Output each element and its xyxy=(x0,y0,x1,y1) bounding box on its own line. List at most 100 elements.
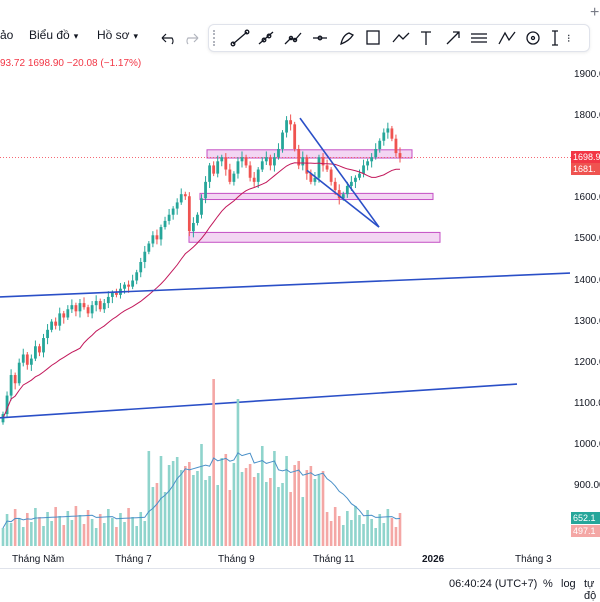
volume-bar xyxy=(167,465,171,546)
volume-bar xyxy=(256,473,260,546)
candle-body xyxy=(17,362,21,384)
volume-bar xyxy=(111,518,114,546)
info-line-icon[interactable] xyxy=(284,32,302,45)
undo-icon[interactable] xyxy=(161,33,174,45)
candle-body xyxy=(204,181,207,199)
candle-body xyxy=(358,173,361,178)
volume-bar xyxy=(224,454,228,546)
candle-body xyxy=(244,157,248,166)
trend-line-icon[interactable] xyxy=(230,29,250,47)
rectangle-icon[interactable] xyxy=(366,30,380,45)
more-tools-icon[interactable]: ⁝ xyxy=(567,33,571,45)
volume-tag-1: 652.1 xyxy=(571,512,600,524)
volume-bar xyxy=(220,458,224,546)
pattern-icon[interactable] xyxy=(498,31,516,45)
x-tick-label: Tháng Năm xyxy=(12,554,65,565)
candle-body xyxy=(248,165,252,178)
volume-bar xyxy=(277,487,280,546)
volume-bar xyxy=(46,512,49,546)
candle-body xyxy=(54,321,58,326)
volume-bar xyxy=(42,526,45,546)
y-tick-label: 1600.00 xyxy=(574,192,600,204)
candle-body xyxy=(179,194,183,203)
volume-bar xyxy=(119,513,122,546)
arrow-icon[interactable] xyxy=(446,31,460,45)
y-tick-label: 1500.00 xyxy=(574,233,600,245)
ohlc-change: −20.08 (−1.17%) xyxy=(66,58,142,69)
candle-body xyxy=(147,243,151,252)
drag-handle-icon[interactable] xyxy=(213,30,219,46)
text-icon[interactable] xyxy=(421,31,431,45)
candle-body xyxy=(38,346,41,353)
volume-bar xyxy=(232,463,236,546)
ohlc-close: 1698.90 xyxy=(27,58,64,69)
candle-body xyxy=(29,358,33,365)
volume-bar xyxy=(74,506,78,546)
candle-body xyxy=(313,177,317,182)
candle-body xyxy=(297,148,301,166)
volume-ma-line xyxy=(2,452,401,529)
last-price-tag: 1698.9 xyxy=(571,151,600,163)
candle-body xyxy=(25,354,29,365)
circle-icon[interactable] xyxy=(526,31,540,45)
candle-body xyxy=(293,124,297,149)
log-toggle[interactable]: log xyxy=(561,578,576,590)
horizontal-line-icon[interactable] xyxy=(313,35,327,41)
volume-bar xyxy=(143,521,147,546)
ray-icon[interactable] xyxy=(258,31,274,45)
redo-icon[interactable] xyxy=(186,33,199,45)
volume-bar xyxy=(354,506,357,546)
volume-bar xyxy=(252,477,256,546)
x-tick-label: Tháng 7 xyxy=(115,554,152,565)
candle-body xyxy=(187,196,191,232)
candle-body xyxy=(208,165,212,182)
volume-bar xyxy=(17,518,21,546)
candle-body xyxy=(256,169,260,182)
volume-bar xyxy=(216,485,220,546)
candle-body xyxy=(345,185,349,195)
candle-body xyxy=(386,128,390,133)
volume-bar xyxy=(236,399,240,546)
candle-body xyxy=(155,235,159,240)
candle-body xyxy=(341,194,345,199)
volume-bar xyxy=(13,509,17,546)
parallel-channel-icon[interactable] xyxy=(471,33,487,43)
volume-bar xyxy=(394,527,398,546)
volume-bar xyxy=(390,518,394,546)
support-zone xyxy=(206,149,413,159)
candle-body xyxy=(175,202,179,209)
volume-bar xyxy=(297,461,301,546)
y-tick-label: 1100.00 xyxy=(574,397,600,409)
volume-bar xyxy=(82,524,86,546)
x-tick-label: 2026 xyxy=(422,554,445,565)
path-icon[interactable] xyxy=(392,32,410,43)
volume-bar xyxy=(240,472,244,546)
measure-icon[interactable] xyxy=(552,30,558,46)
volume-bar xyxy=(192,475,195,546)
volume-bar xyxy=(151,487,155,546)
partial-menu-label[interactable]: ảo xyxy=(0,28,14,42)
candle-body xyxy=(50,321,54,330)
candle-body xyxy=(374,148,378,158)
candle-body xyxy=(317,157,321,178)
add-plus-icon[interactable]: + xyxy=(590,4,600,21)
brush-icon[interactable] xyxy=(340,32,354,46)
candle-body xyxy=(354,177,357,182)
candle-body xyxy=(236,161,240,174)
candle-body xyxy=(183,194,187,197)
profile-menu[interactable]: Hồ sơ ▾ xyxy=(97,28,138,42)
volume-bar xyxy=(362,524,365,546)
percent-toggle[interactable]: % xyxy=(543,578,553,590)
candle-body xyxy=(74,305,78,312)
clock-display[interactable]: 06:40:24 (UTC+7) xyxy=(449,578,538,590)
candle-body xyxy=(378,140,382,149)
candle-body xyxy=(370,157,374,162)
volume-bar xyxy=(179,470,183,546)
candle-body xyxy=(78,303,82,312)
volume-bar xyxy=(269,478,272,546)
chart-menu[interactable]: Biểu đồ ▾ xyxy=(29,28,78,42)
candle-body xyxy=(9,375,13,396)
volume-bar xyxy=(317,475,321,546)
auto-toggle[interactable]: tự độ xyxy=(584,578,597,602)
